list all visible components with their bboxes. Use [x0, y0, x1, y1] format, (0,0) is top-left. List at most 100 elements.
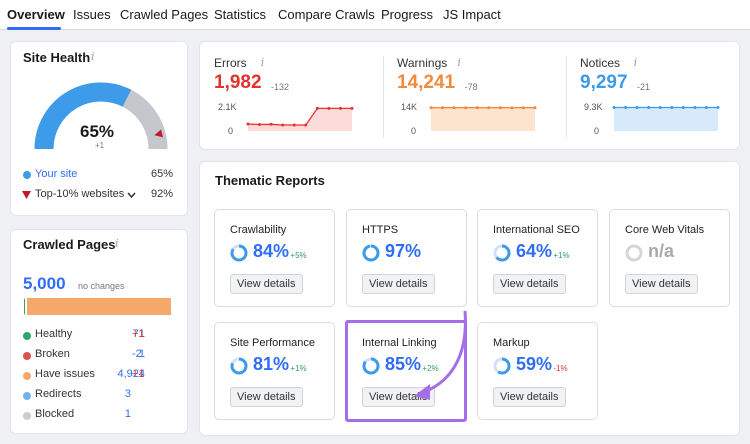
your-site-dot [23, 171, 31, 179]
tab-compare-crawls[interactable]: Compare Crawls [278, 7, 375, 22]
view-details-button[interactable]: View details [625, 274, 698, 294]
warnings-info-icon[interactable]: i [457, 56, 461, 69]
errors-sparkline-point [269, 122, 273, 126]
tile-https: HTTPS 97% View details [346, 209, 467, 307]
view-details-button[interactable]: View details [362, 387, 435, 407]
healthy-count[interactable]: 71 [132, 328, 145, 340]
bar-segment-redirects [171, 298, 173, 315]
crawled-pages-info-icon[interactable]: i [115, 237, 119, 250]
score-ring-icon [625, 244, 643, 262]
warnings-sparkline-point [487, 106, 491, 110]
errors-count[interactable]: 1,982 [214, 72, 262, 93]
warnings-sparkline-point [464, 106, 468, 110]
errors-sparkline-point [281, 123, 285, 127]
site-health-delta: +1 [95, 141, 105, 150]
bar-segment-have-issues [27, 298, 172, 315]
metric-divider [383, 56, 384, 138]
notices-delta: -21 [637, 82, 651, 92]
score-ring-icon [493, 357, 511, 375]
warnings-delta: -78 [464, 82, 478, 92]
redirects-count[interactable]: 3 [124, 388, 131, 400]
site-health-info-icon[interactable]: i [91, 50, 95, 63]
view-details-button[interactable]: View details [230, 387, 303, 407]
notices-sparkline-point [681, 106, 685, 109]
tab-overview[interactable]: Overview [7, 7, 65, 22]
thematic-reports-card: Thematic Reports Crawlability 84% +5% View … [199, 161, 740, 436]
your-site-value: 65% [150, 168, 173, 180]
tile-internal-linking: Internal Linking 85% +2% View details [346, 322, 467, 420]
tile-score: 85% [385, 354, 422, 374]
your-site-label: Your site [35, 168, 78, 180]
notices-sparkline-point [612, 106, 616, 109]
tab-statistics[interactable]: Statistics [214, 7, 267, 22]
gauge-fill-your-site [34, 82, 132, 150]
errors-sparkline-point [327, 106, 331, 110]
warnings-sparkline-point [533, 106, 537, 110]
warnings-count[interactable]: 14,241 [397, 72, 456, 93]
bar-segment-broken [26, 298, 28, 315]
issues-summary-card: Errors i 1,982 -132 2.1K 0 Warnings i 14,241 -78 1… [199, 41, 740, 150]
crawled-pages-card: Crawled Pages i 5,000 no changes Healthy… [10, 229, 188, 434]
chevron-down-icon[interactable] [127, 192, 136, 198]
errors-sparkline-point [246, 122, 250, 126]
tile-delta: +2% [422, 364, 439, 373]
warnings-label: Warnings [397, 56, 448, 70]
errors-delta: -132 [271, 82, 290, 92]
tile-site-performance: Site Performance 81% +1% View details [214, 322, 335, 420]
view-details-button[interactable]: View details [230, 274, 303, 294]
warnings-sparkline-area [431, 107, 535, 131]
crawled-pages-total-note: no changes [78, 281, 125, 291]
blocked-count[interactable]: 1 [124, 408, 131, 420]
active-tab-indicator [7, 27, 61, 30]
score-ring-icon [362, 244, 380, 262]
tile-markup: Markup 59% -1% View details [477, 322, 598, 420]
notices-label: Notices [580, 56, 621, 70]
metric-divider [566, 56, 567, 138]
view-details-button[interactable]: View details [493, 387, 566, 407]
redirects-dot [23, 392, 31, 400]
tile-core-web-vitals: Core Web Vitals n/a View details [609, 209, 730, 307]
tab-crawled-pages[interactable]: Crawled Pages [120, 7, 209, 22]
tile-name: International SEO [493, 224, 580, 236]
tab-progress[interactable]: Progress [381, 7, 434, 22]
warnings-sparkline-point [475, 106, 479, 110]
notices-sparkline-point [647, 106, 651, 109]
notices-count[interactable]: 9,297 [580, 72, 628, 93]
top10-value: 92% [150, 188, 173, 200]
tab-issues[interactable]: Issues [73, 7, 111, 22]
notices-axis-max: 9.3K [584, 102, 603, 112]
notices-axis-min: 0 [594, 126, 600, 136]
top10-label[interactable]: Top-10% websites [35, 188, 125, 200]
view-details-button[interactable]: View details [493, 274, 566, 294]
have-issues-delta: +1 [132, 368, 145, 380]
warnings-sparkline-point [510, 106, 514, 110]
errors-sparkline-line [247, 107, 352, 126]
tile-name: Core Web Vitals [625, 224, 705, 236]
notices-info-icon[interactable]: i [633, 56, 638, 69]
tile-score: n/a [648, 241, 675, 261]
errors-sparkline-point [304, 123, 308, 127]
broken-label: Broken [35, 348, 70, 360]
healthy-dot [23, 332, 31, 340]
tile-delta: +5% [290, 251, 307, 260]
notices-sparkline-area [614, 107, 718, 131]
tile-delta: -1% [553, 364, 568, 373]
notices-sparkline-point [693, 106, 697, 109]
notices-sparkline [612, 106, 720, 131]
tile-delta: +1% [290, 364, 307, 373]
notices-sparkline-point [624, 106, 628, 109]
errors-info-icon[interactable]: i [260, 56, 265, 69]
errors-label: Errors [214, 56, 247, 70]
notices-sparkline-point [670, 106, 674, 109]
site-health-score: 65% [80, 122, 115, 141]
view-details-button[interactable]: View details [362, 274, 435, 294]
have-issues-count[interactable]: 4,924 [117, 368, 145, 380]
tile-name: Site Performance [230, 337, 315, 349]
tab-js-impact[interactable]: JS Impact [443, 7, 501, 22]
site-health-card: Site Health i 65% +1 Your site 65% Top-1… [10, 41, 188, 216]
crawled-pages-total[interactable]: 5,000 [23, 274, 66, 293]
site-health-gauge [34, 82, 168, 150]
warnings-sparkline [429, 106, 537, 131]
thematic-reports-title: Thematic Reports [215, 173, 325, 188]
broken-count[interactable]: 1 [138, 348, 145, 360]
